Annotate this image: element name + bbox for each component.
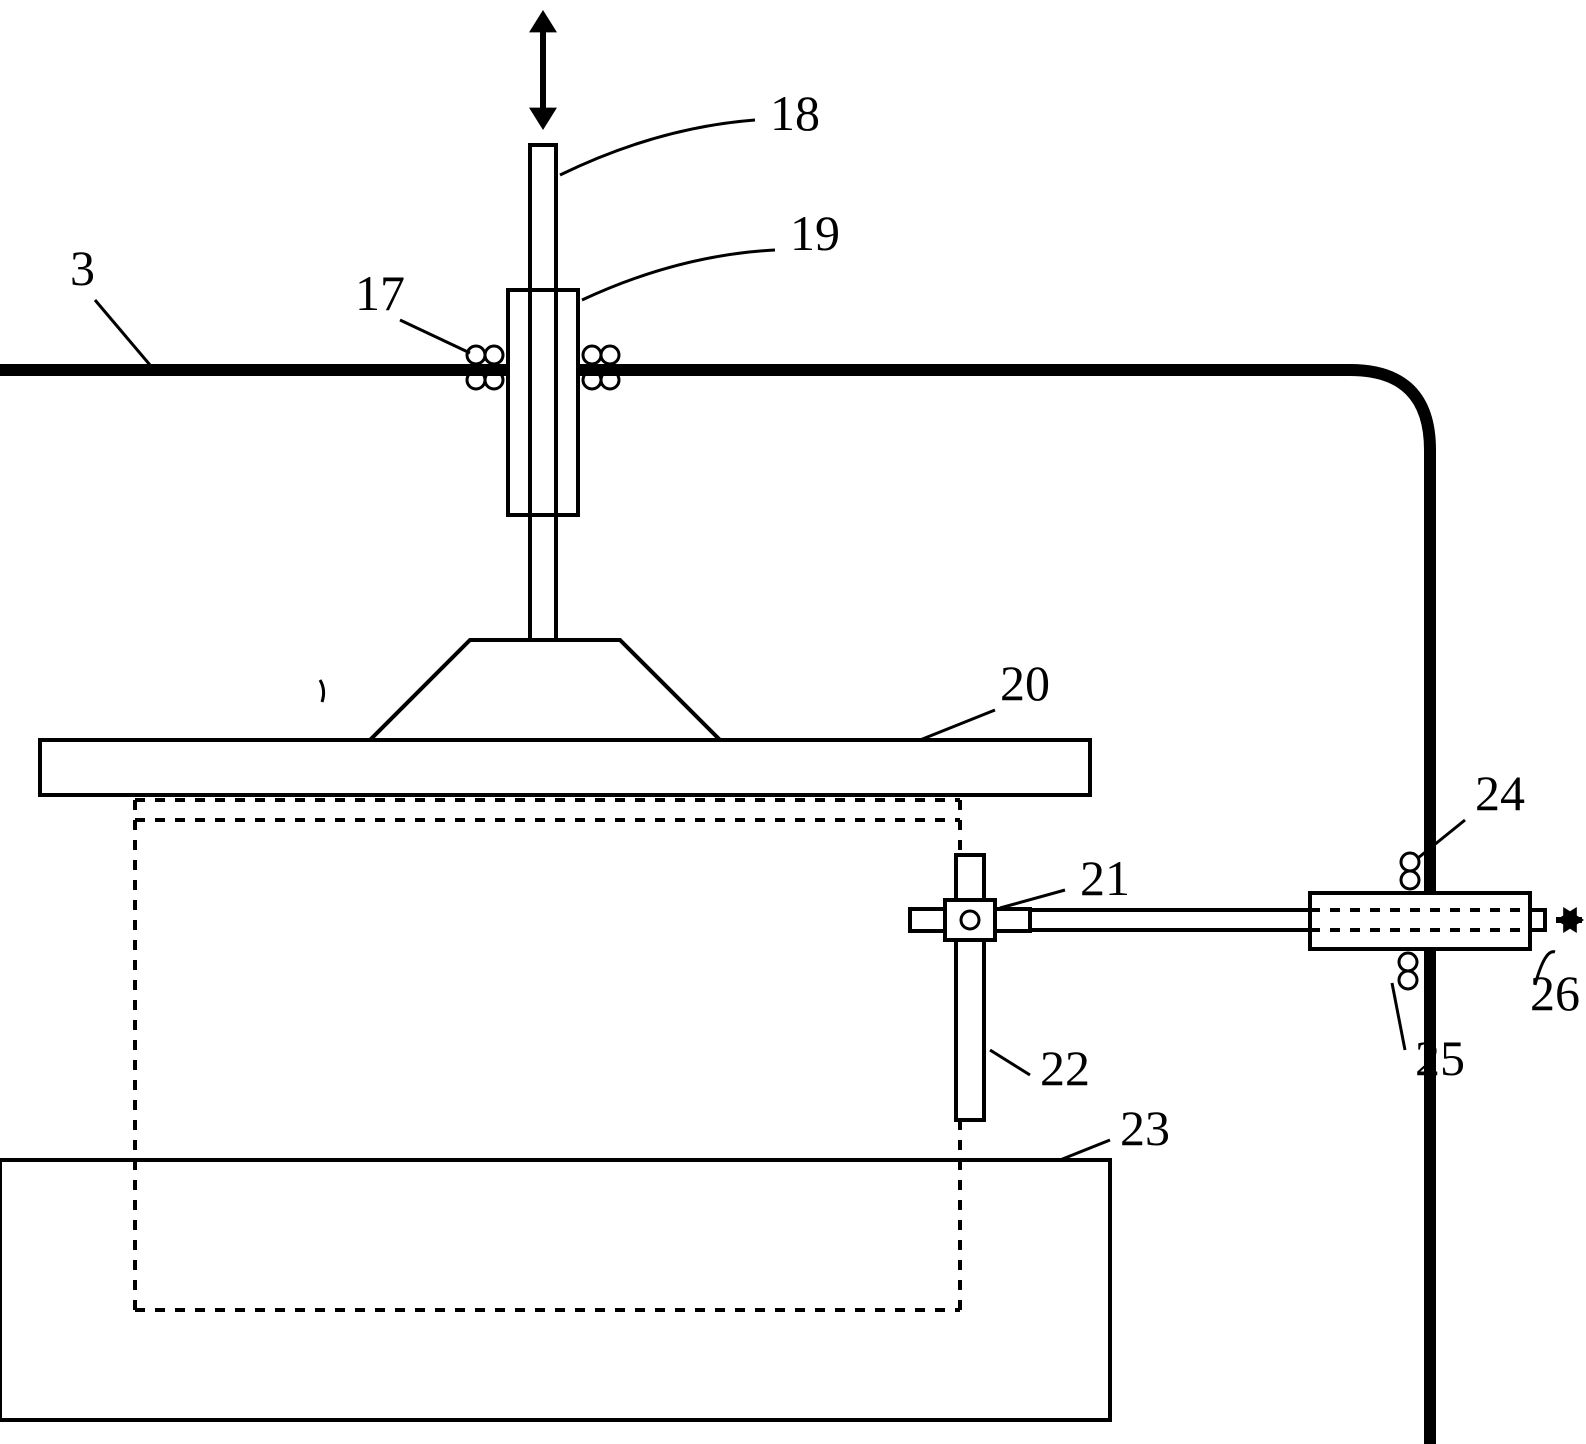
label-18: 18 <box>770 85 820 141</box>
leader-19 <box>582 250 775 300</box>
block-23 <box>0 1160 1110 1420</box>
arrowhead-up <box>529 10 557 32</box>
label-26: 26 <box>1530 965 1580 1021</box>
seal-ring <box>601 346 619 364</box>
leader-22 <box>990 1050 1030 1075</box>
label-19: 19 <box>790 205 840 261</box>
leader-23 <box>1060 1140 1110 1160</box>
vertical-sleeve <box>508 290 578 515</box>
cross-hub <box>945 900 995 940</box>
label-21: 21 <box>1080 850 1130 906</box>
arrowhead-down <box>529 108 557 130</box>
label-23: 23 <box>1120 1100 1170 1156</box>
label-22: 22 <box>1040 1040 1090 1096</box>
label-24: 24 <box>1475 765 1525 821</box>
plate-20 <box>40 740 1090 795</box>
label-3: 3 <box>70 240 95 296</box>
seal-ring <box>1401 853 1419 871</box>
schematic-diagram: 3 17 18 19 20 21 22 23 24 25 26 <box>0 0 1586 1444</box>
seal-ring <box>467 346 485 364</box>
horizontal-sleeve <box>1310 893 1530 949</box>
seal-ring <box>583 346 601 364</box>
cross-vertical <box>956 855 984 1120</box>
leader-18 <box>560 120 755 175</box>
leader-20 <box>920 710 995 740</box>
label-20: 20 <box>1000 655 1050 711</box>
mount-trapezoid <box>370 640 720 740</box>
label-17: 17 <box>355 265 405 321</box>
leader-17 <box>400 320 470 353</box>
seal-ring <box>1399 953 1417 971</box>
leader-21 <box>1000 890 1065 908</box>
leader-25 <box>1392 983 1405 1050</box>
leader-3 <box>95 300 150 365</box>
seal-ring <box>1401 871 1419 889</box>
label-25: 25 <box>1415 1030 1465 1086</box>
stray-mark <box>320 680 324 702</box>
seal-ring <box>485 346 503 364</box>
seal-ring <box>1399 971 1417 989</box>
